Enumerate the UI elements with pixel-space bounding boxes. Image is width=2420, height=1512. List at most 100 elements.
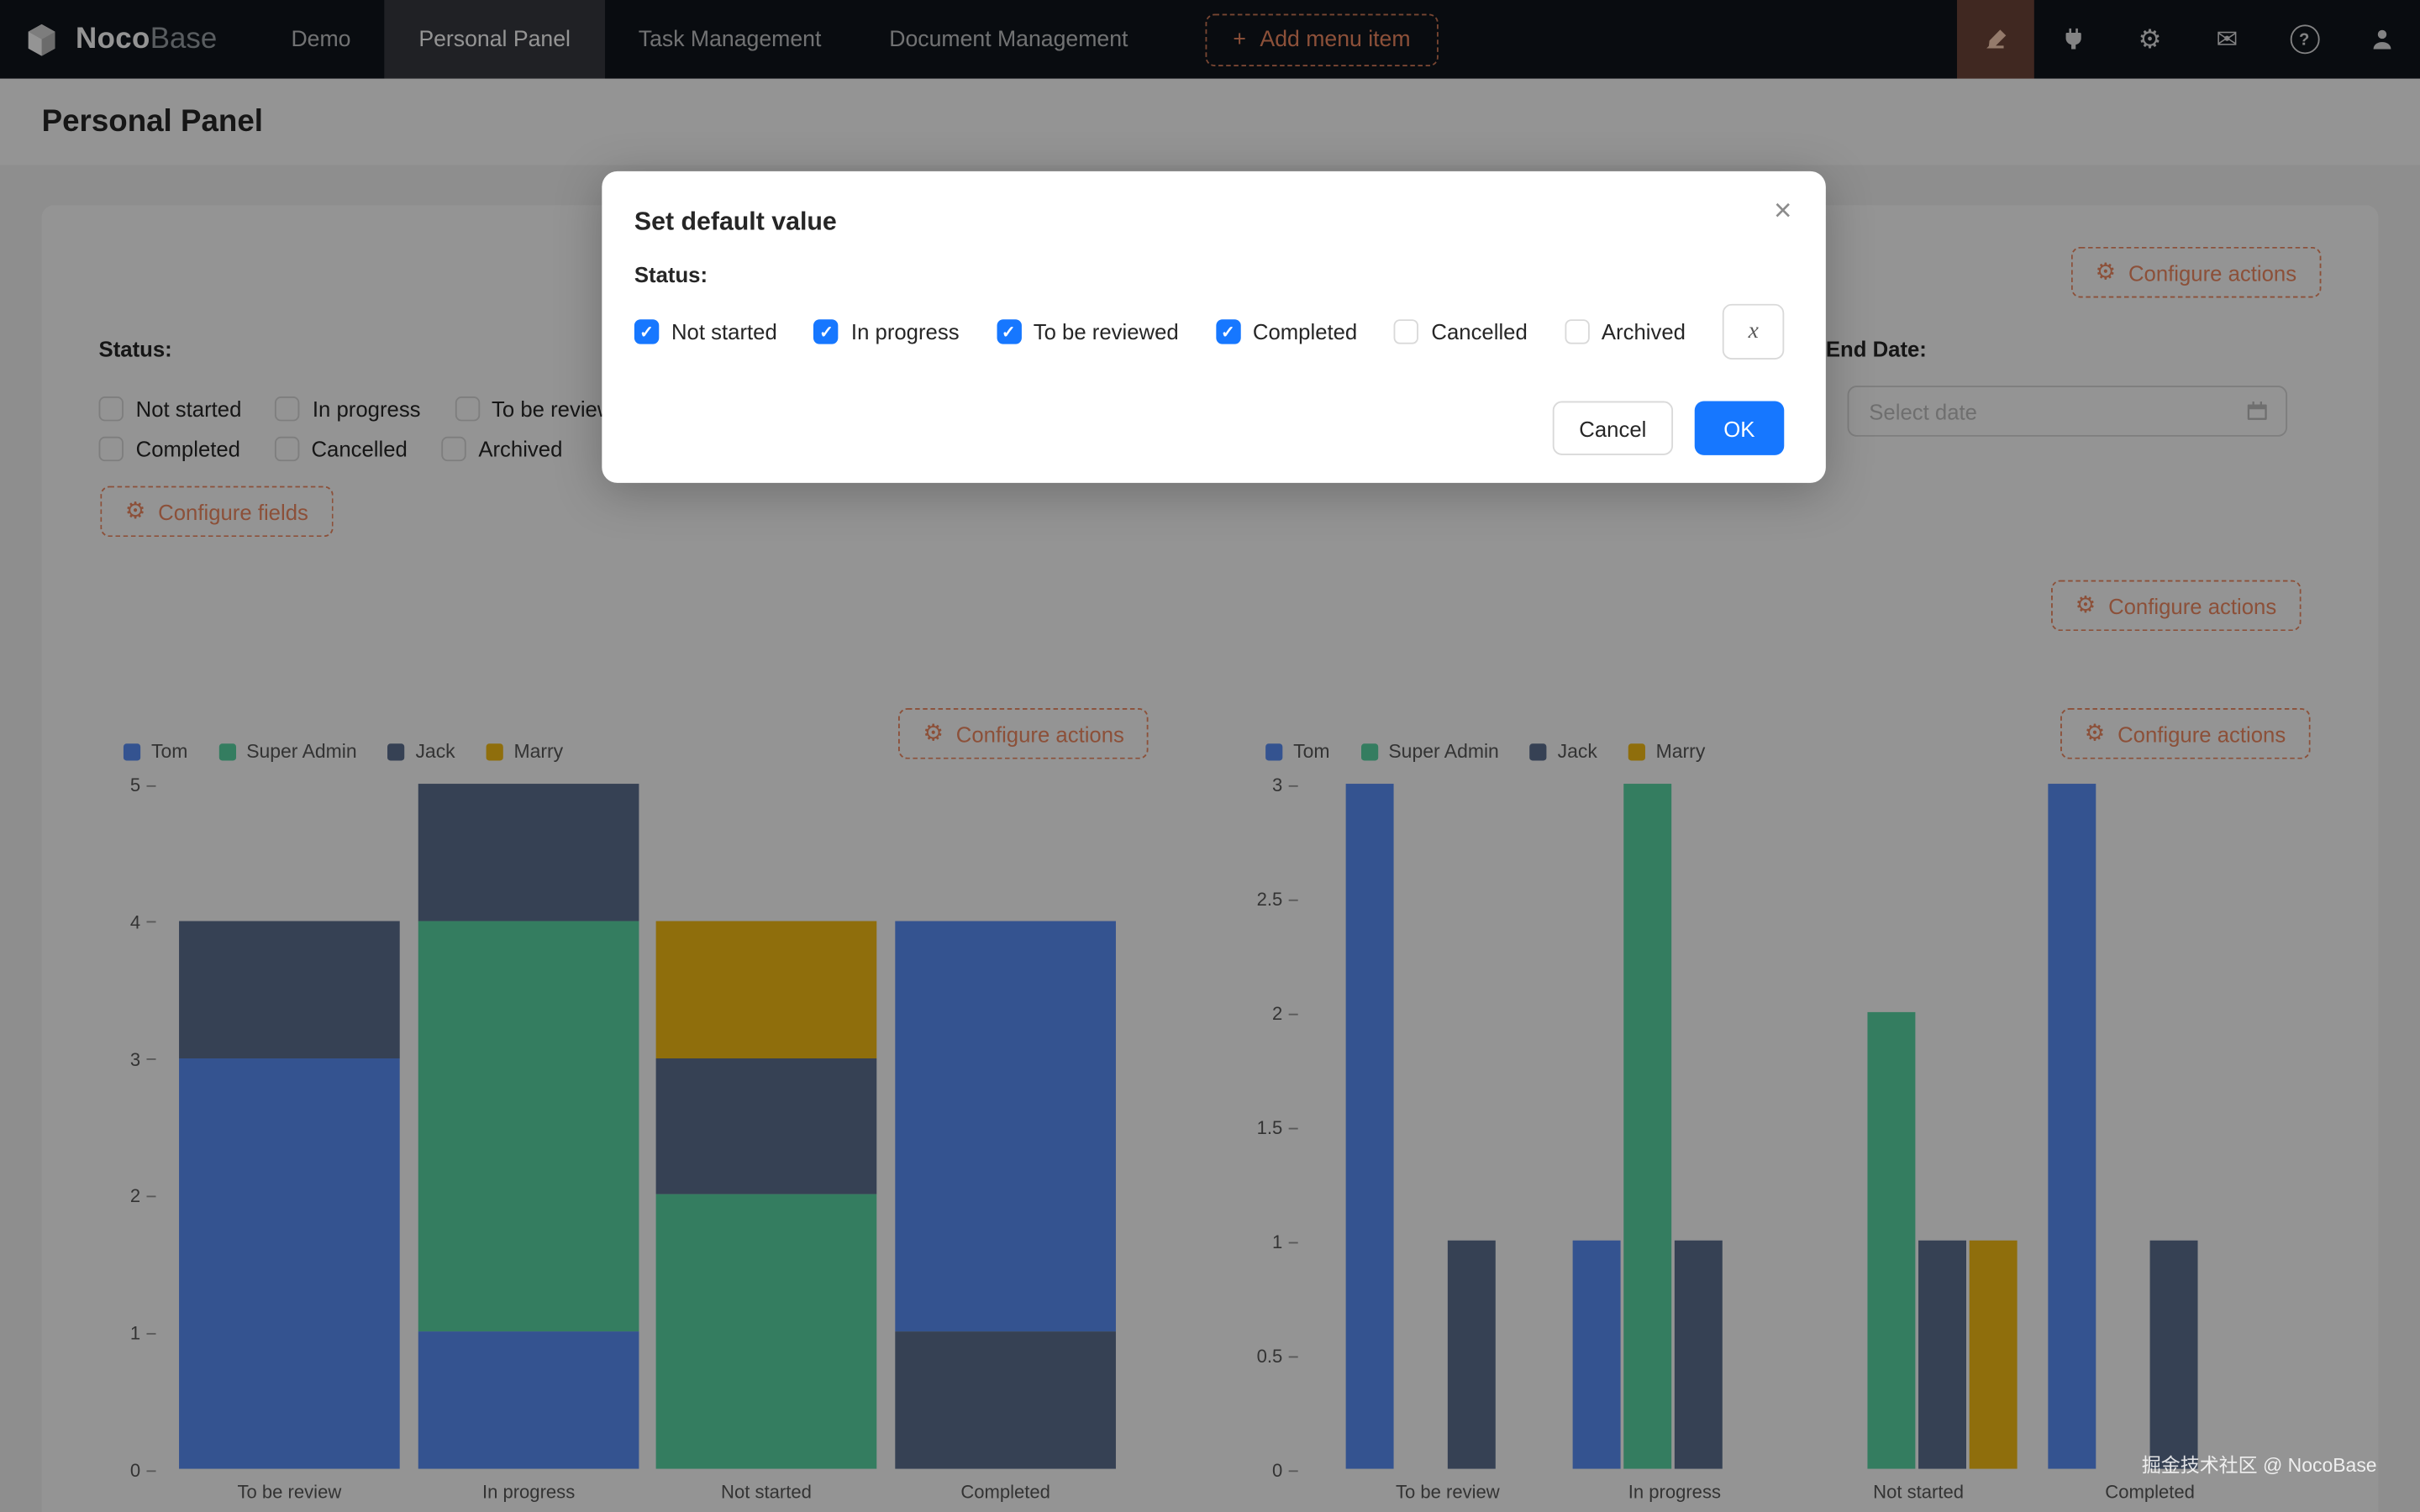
stacked-bar-to-be-review	[179, 921, 400, 1469]
x-category-label: To be review	[1395, 1481, 1500, 1503]
legend-item-tom[interactable]: Tom	[1265, 740, 1330, 763]
configure-actions-button-4[interactable]: ⚙ Configure actions	[2060, 708, 2311, 759]
legend-item-marry[interactable]: Marry	[1628, 741, 1705, 762]
configure-fields-button[interactable]: ⚙ Configure fields	[100, 486, 334, 538]
dialog-status-label: Status:	[634, 262, 708, 287]
bar-segment	[1623, 784, 1672, 1469]
checkbox-box[interactable]: ✓	[634, 319, 660, 344]
gear-icon[interactable]: ⚙	[2138, 24, 2162, 54]
bar-segment-jack	[418, 784, 639, 921]
right-chart: 0 0.5 1 1.5 2 2.5 3 To be review In progress Not…	[1215, 774, 2357, 1509]
legend-item-tom[interactable]: Tom	[123, 741, 187, 762]
checkbox-label: To be reviewed	[1033, 319, 1179, 344]
dialog-checkbox-archived[interactable]: Archived	[1564, 319, 1686, 344]
legend-swatch	[486, 743, 503, 760]
dialog-checkbox-completed[interactable]: ✓ Completed	[1215, 319, 1357, 344]
checkbox-box[interactable]	[454, 396, 480, 422]
y-tick: 2	[130, 1185, 156, 1207]
checkbox-box[interactable]	[275, 396, 301, 422]
bar-segment	[1969, 1240, 2018, 1469]
checkbox-box[interactable]: ✓	[996, 319, 1022, 344]
nav-item-document-management[interactable]: Document Management	[889, 27, 1128, 52]
gear-icon: ⚙	[923, 720, 944, 747]
nav-item-personal-panel[interactable]: Personal Panel	[384, 0, 605, 79]
dialog-title: Set default value	[634, 207, 837, 237]
dialog-checkbox-to-be-reviewed[interactable]: ✓ To be reviewed	[996, 319, 1179, 344]
legend-item-jack[interactable]: Jack	[387, 740, 455, 763]
logo-icon	[28, 23, 55, 55]
status-checkbox-archived[interactable]: Archived	[441, 436, 562, 462]
page-header: Personal Panel	[0, 78, 2420, 165]
stacked-bar-completed	[895, 921, 1116, 1469]
configure-actions-button-3[interactable]: ⚙ Configure actions	[897, 708, 1150, 759]
checkbox-label: Not started	[135, 396, 242, 422]
status-checkbox-not-started[interactable]: Not started	[98, 396, 242, 422]
plus-icon: +	[1233, 27, 1246, 52]
status-checkbox-row-2: Completed Cancelled Archived	[98, 436, 562, 462]
status-checkbox-in-progress[interactable]: In progress	[275, 396, 421, 422]
plugin-icon[interactable]	[2034, 0, 2112, 79]
configure-actions-button-2[interactable]: ⚙ Configure actions	[2050, 580, 2302, 632]
grouped-bar-marry	[1969, 1240, 2018, 1469]
checkbox-box[interactable]	[98, 436, 124, 462]
dialog-checkbox-in-progress[interactable]: ✓ In progress	[813, 319, 960, 344]
y-tick: 0	[1272, 1460, 1298, 1481]
left-chart-y-axis: 0 1 2 3 4 5	[88, 774, 156, 1481]
close-icon[interactable]: ×	[1773, 194, 1792, 228]
legend-label: Marry	[513, 740, 564, 763]
x-category-label: Completed	[960, 1481, 1050, 1503]
legend-swatch	[1265, 743, 1283, 760]
add-menu-item-button[interactable]: + Add menu item	[1205, 13, 1439, 66]
legend-item-super-admin[interactable]: Super Admin	[218, 741, 357, 762]
grouped-bar-jack	[2149, 1240, 2198, 1469]
nav-item-demo[interactable]: Demo	[291, 27, 351, 52]
grouped-bar-tom	[1572, 1240, 1621, 1469]
legend-label: Jack	[415, 740, 455, 763]
cancel-button[interactable]: Cancel	[1553, 401, 1673, 455]
status-checkbox-cancelled[interactable]: Cancelled	[274, 436, 408, 462]
checkbox-box[interactable]: ✓	[813, 319, 839, 344]
x-category-label: To be review	[237, 1481, 342, 1503]
grouped-bar-tom	[2048, 784, 2096, 1469]
y-tick: 0.5	[1257, 1346, 1298, 1367]
dialog-checkbox-cancelled[interactable]: Cancelled	[1394, 319, 1528, 344]
status-filter-label: Status:	[98, 336, 172, 361]
checkbox-box[interactable]	[1564, 319, 1590, 344]
configure-actions-button-1[interactable]: ⚙ Configure actions	[2070, 246, 2322, 298]
legend-item-marry[interactable]: Marry	[486, 740, 564, 763]
legend-label: Tom	[1293, 740, 1330, 763]
ui-editor-icon[interactable]	[1956, 0, 2034, 79]
legend-item-jack[interactable]: Jack	[1529, 741, 1597, 762]
grouped-bar-jack	[1447, 1240, 1496, 1469]
x-category-label: Completed	[2105, 1481, 2195, 1503]
bar-segment-super-admin	[418, 921, 639, 1332]
nav-item-task-management[interactable]: Task Management	[638, 27, 822, 52]
date-input-field[interactable]	[1865, 396, 2233, 426]
y-tick: 4	[130, 911, 156, 933]
checkbox-box[interactable]	[441, 436, 466, 462]
user-icon[interactable]	[2343, 0, 2420, 79]
end-date-picker[interactable]	[1847, 386, 2288, 437]
x-category-label: In progress	[1628, 1481, 1721, 1503]
status-options: ✓ Not started ✓ In progress ✓ To be reviewed ✓…	[634, 303, 1785, 360]
logo-text-noco: Noco	[76, 22, 150, 55]
set-default-value-dialog: Set default value × Status: ✓ Not started…	[602, 171, 1826, 483]
status-checkbox-completed[interactable]: Completed	[98, 436, 240, 462]
dialog-footer: Cancel OK	[1553, 401, 1785, 455]
right-chart-legend: Tom Super Admin Jack Marry	[1265, 740, 1705, 763]
nocobase-logo[interactable]: NocoBase	[0, 0, 257, 79]
checkbox-box[interactable]	[1394, 319, 1419, 344]
bar-segment	[1447, 1240, 1496, 1469]
dialog-checkbox-not-started[interactable]: ✓ Not started	[634, 319, 777, 344]
grouped-bar-jack	[1918, 1240, 1966, 1469]
mail-icon[interactable]: ✉	[2216, 24, 2238, 54]
variable-selector-button[interactable]: x	[1723, 303, 1785, 360]
gear-icon: ⚙	[124, 498, 146, 525]
status-checkbox-row-1: Not started In progress To be reviewed	[98, 396, 637, 422]
ok-button[interactable]: OK	[1694, 401, 1785, 455]
checkbox-box[interactable]	[274, 436, 299, 462]
checkbox-box[interactable]: ✓	[1215, 319, 1241, 344]
checkbox-box[interactable]	[98, 396, 124, 422]
legend-item-super-admin[interactable]: Super Admin	[1360, 741, 1499, 762]
help-icon[interactable]: ?	[2265, 0, 2343, 79]
